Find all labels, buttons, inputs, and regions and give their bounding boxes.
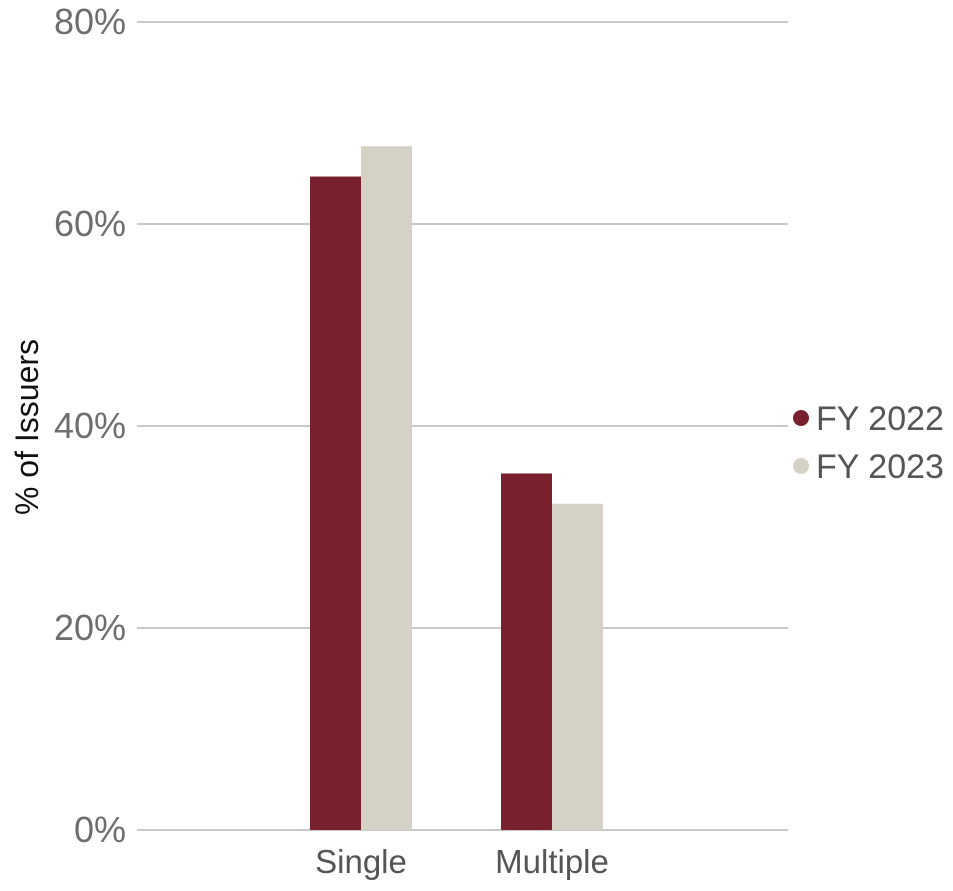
y-tick-label: 20%: [54, 607, 126, 648]
x-axis-categories: Single Multiple: [315, 843, 609, 880]
bar-single-fy-2022: [310, 176, 361, 830]
bar-multiple-fy-2023: [552, 503, 603, 830]
legend: FY 2022 FY 2023: [793, 400, 944, 486]
legend-label: FY 2023: [816, 448, 944, 486]
x-category-label: Multiple: [495, 843, 609, 880]
bars: [310, 146, 603, 831]
y-axis-label: % of Issuers: [9, 339, 45, 515]
legend-label: FY 2022: [816, 400, 944, 438]
y-tick-label: 60%: [54, 203, 126, 244]
y-tick-label: 80%: [54, 1, 126, 42]
legend-marker: [793, 410, 809, 426]
y-axis-ticks: 0% 20% 40% 60% 80%: [54, 1, 126, 850]
y-tick-label: 40%: [54, 405, 126, 446]
bar-single-fy-2023: [361, 146, 412, 831]
x-category-label: Single: [315, 843, 407, 880]
y-tick-label: 0%: [74, 809, 126, 850]
gridlines: [137, 21, 788, 831]
bar-multiple-fy-2022: [501, 473, 552, 830]
legend-marker: [793, 458, 809, 474]
